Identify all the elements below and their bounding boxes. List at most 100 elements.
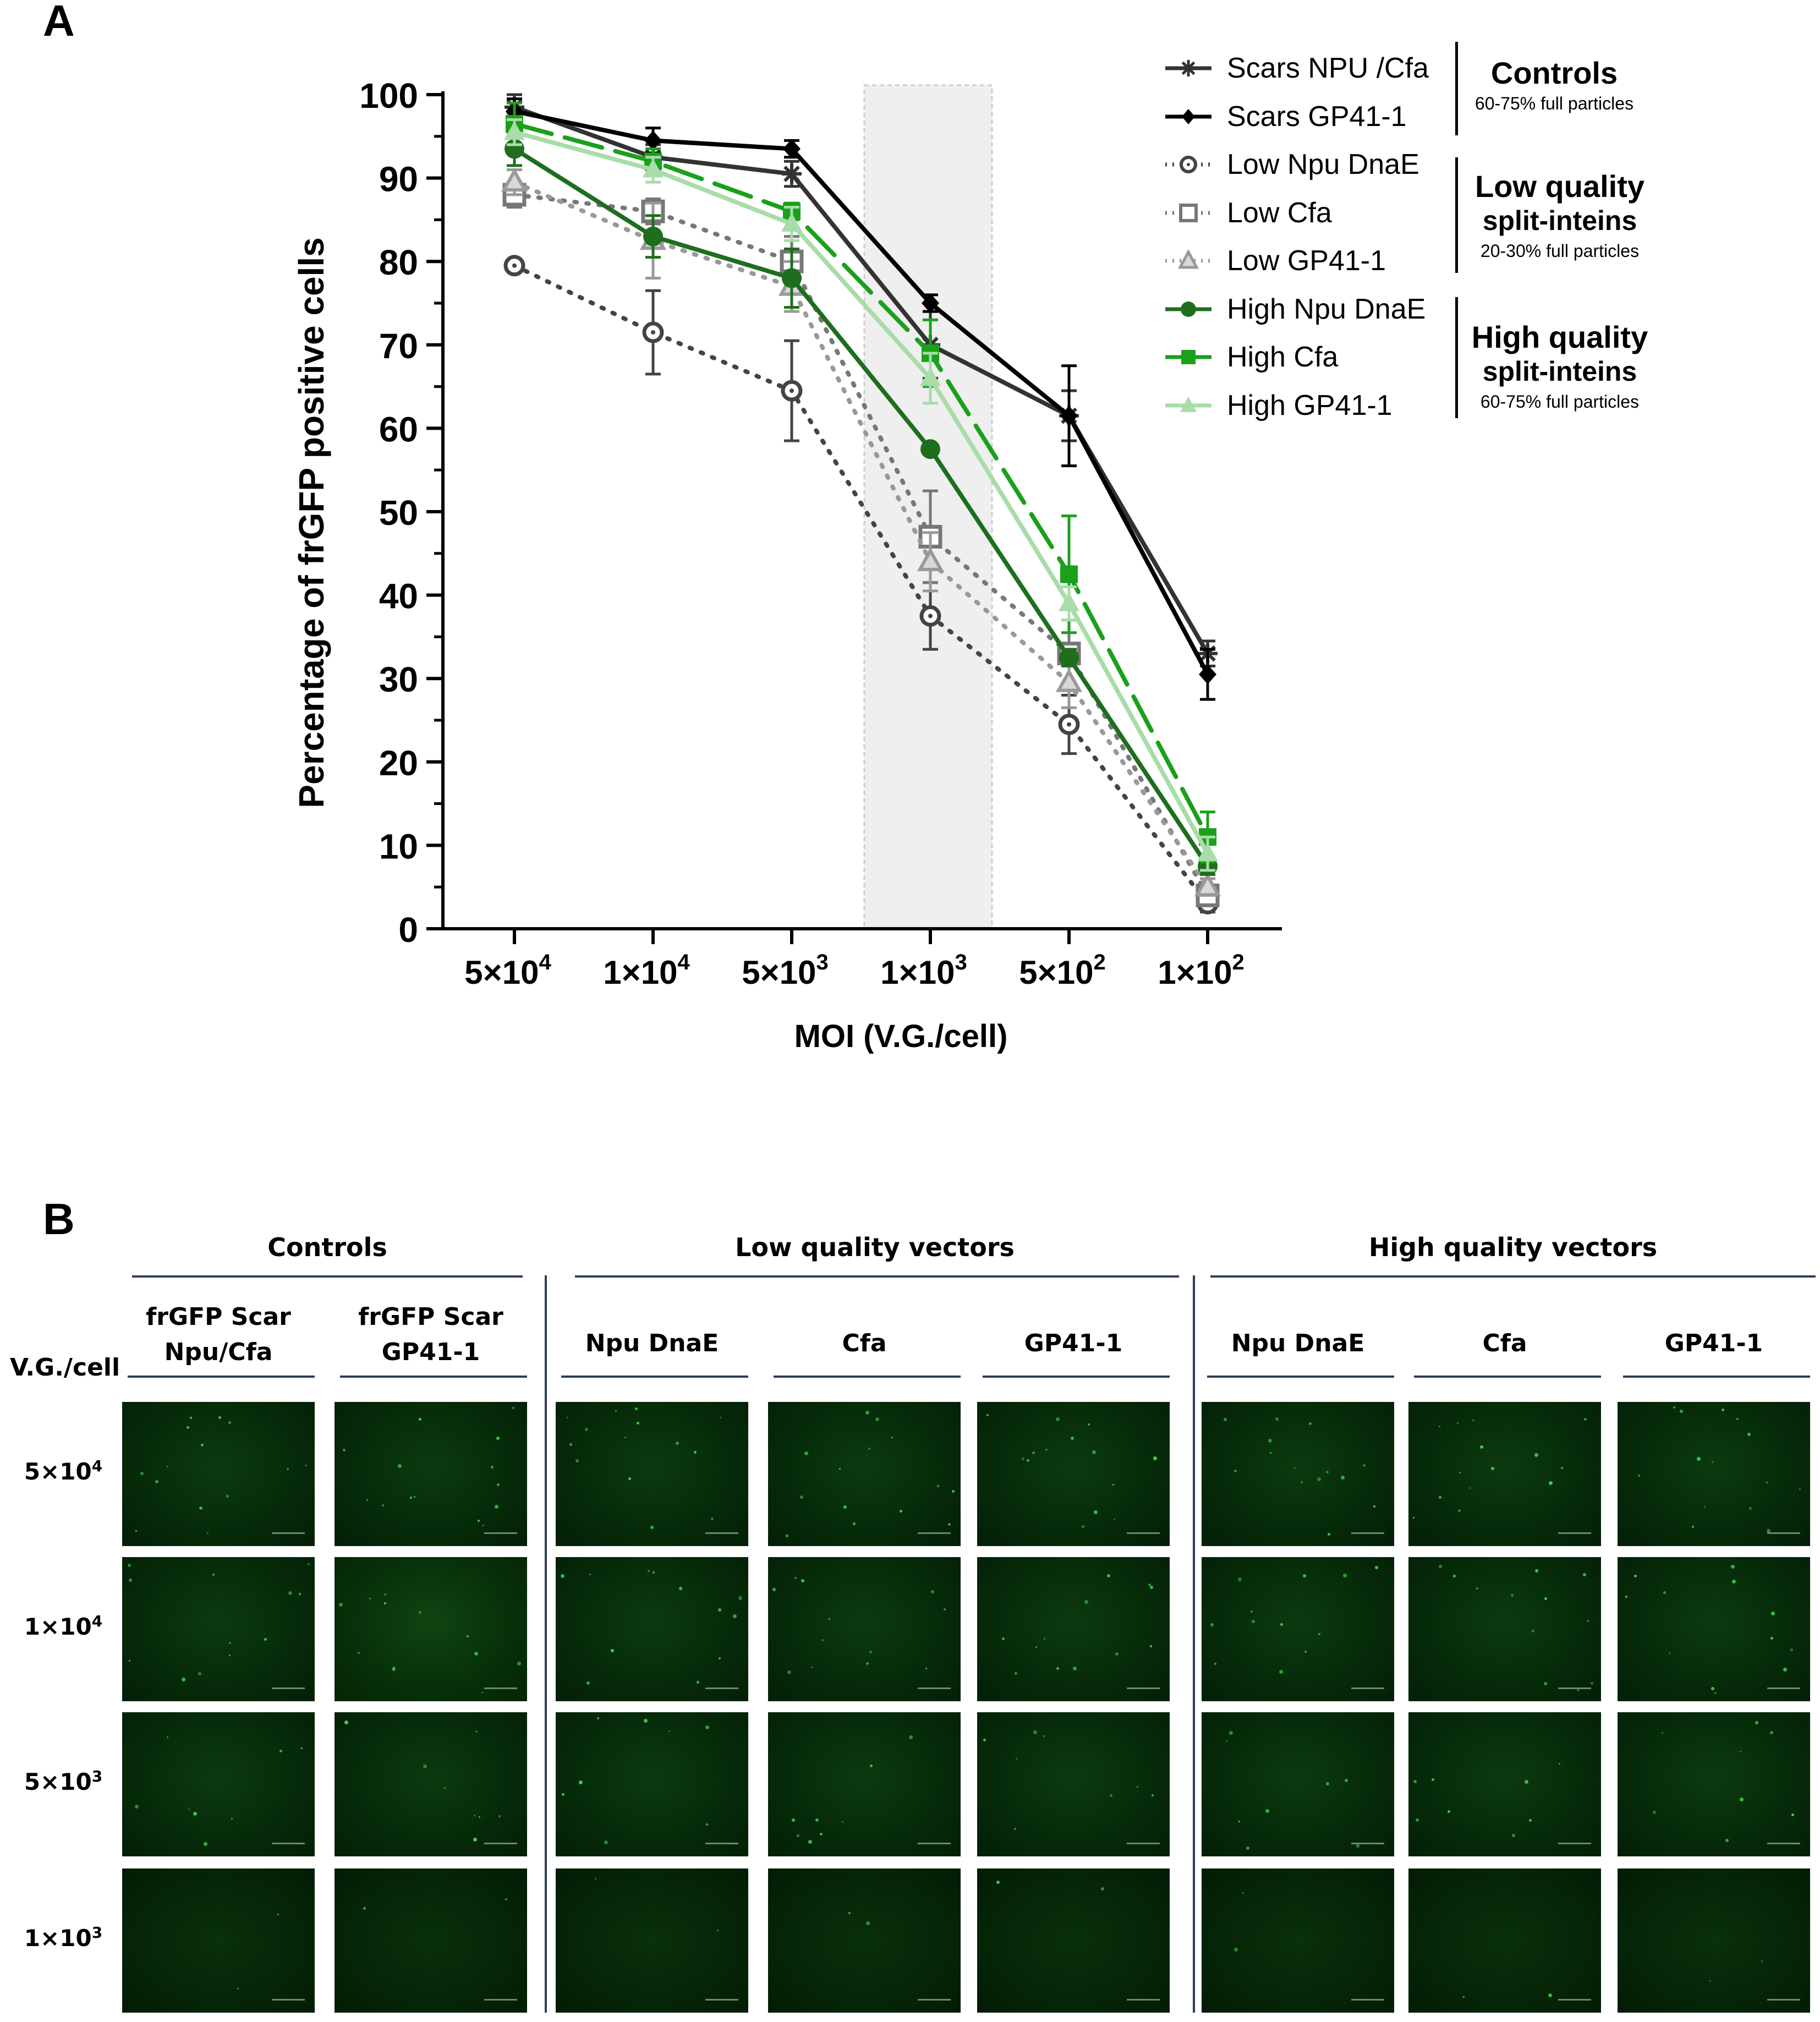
fluorescent-cell [498,1815,501,1817]
fluorescent-cell [1732,1580,1736,1583]
fluorescent-cell [866,1921,870,1925]
fluorescent-cell [1115,1652,1119,1656]
scale-bar [1351,1999,1384,2001]
fluorescent-cell [212,1574,215,1576]
fluorescent-cell [808,1840,812,1844]
fluorescent-cell [983,1739,986,1741]
row-label: 1×104 [17,1612,110,1640]
micrograph-tile [122,1868,315,2013]
fluorescent-cell [384,1602,386,1604]
fluorescent-cell [1035,1646,1037,1648]
fluorescent-cell [801,1579,804,1582]
series-line-7 [512,130,1210,856]
fluorescent-cell [167,1466,168,1467]
micrograph-tile [977,1557,1170,1701]
panel-b-label: B [43,1194,75,1243]
data-point [1060,565,1078,583]
legend-label: High Npu DnaE [1227,293,1426,325]
scale-bar [1558,1532,1591,1534]
fluorescent-cell [820,1833,823,1835]
legend-item: Scars GP41-1 [1161,95,1407,139]
fluorescent-cell [866,1662,869,1665]
fluorescent-cell [1356,1844,1359,1848]
fluorescent-cell [615,1410,617,1412]
fluorescent-cell [1480,1445,1483,1449]
fluorescent-cell [1309,1422,1312,1425]
fluorescent-cell [1697,1457,1701,1461]
scale-bar [1558,1999,1591,2001]
fluorescent-cell [909,1735,913,1739]
fluorescent-cell [1275,1417,1279,1421]
fluorescent-cell [1525,1780,1528,1784]
data-point [1199,664,1216,684]
fluorescent-cell [229,1654,231,1656]
data-point-center [790,388,794,393]
fluorescent-cell [1363,1464,1366,1467]
fluorescent-cell [1317,1477,1321,1481]
micrograph-tile [556,1402,748,1546]
fluorescent-cell [1252,1620,1255,1623]
fluorescent-cell [1439,1565,1442,1568]
fluorescent-cell [198,1672,201,1675]
fluorescent-cell [1238,1821,1240,1822]
micrograph-tile [977,1712,1170,1856]
fluorescent-cell [167,1736,168,1738]
fluorescent-cell [1304,1651,1307,1653]
fluorescent-cell [366,1499,368,1501]
fluorescent-cell [1459,1472,1461,1473]
micrograph-tile [122,1402,315,1546]
fluorescent-cell [1548,1993,1552,1997]
scale-bar [918,1999,951,2001]
legend-marker [1181,61,1196,75]
fluorescent-cell [1251,1610,1253,1613]
fluorescent-cell [1584,1418,1587,1421]
fluorescent-cell [423,1765,427,1768]
scale-bar [1127,1999,1160,2001]
fluorescent-cell [848,1912,851,1914]
fluorescent-cell [1279,1670,1283,1674]
fluorescent-cell [1736,1418,1739,1420]
fluorescent-cell [567,1417,568,1418]
fluorescent-cell [1114,1519,1115,1520]
legend-marker [1177,249,1199,269]
fluorescent-cell [410,1497,412,1499]
fluorescent-cell [839,1468,841,1470]
legend-label: Scars NPU /Cfa [1227,52,1429,84]
fluorescent-cell [821,1639,824,1641]
fluorescent-cell [1014,1828,1016,1830]
fluorescent-cell [288,1591,292,1595]
fluorescent-cell [586,1681,590,1685]
fluorescent-cell [1761,1960,1763,1962]
fluorescent-cell [1625,1596,1627,1598]
fluorescent-cell [1740,1751,1741,1752]
legend-bracket-controls [1455,42,1458,135]
fluorescent-cell [1270,1452,1271,1454]
scale-bar [272,1532,305,1534]
fluorescent-cell [931,1590,934,1593]
fluorescent-cell [944,1608,946,1610]
fluorescent-cell [1084,1600,1088,1604]
fluorescent-cell [155,1480,158,1483]
y-axis-label: Percentage of frGFP positive cells [292,237,331,808]
fluorescent-cell [1432,1778,1434,1781]
data-point [920,367,941,386]
fluorescent-cell [287,1468,289,1470]
micrograph-tile [768,1402,961,1546]
x-tick-label: 5×104 [464,950,551,991]
fluorescent-cell [1577,1689,1580,1691]
column-header-line: frGFP Scar [146,1303,291,1331]
fluorescent-cell [569,1443,572,1446]
fluorescent-cell [277,1914,279,1915]
scale-bar [1558,1687,1591,1689]
micro-group-controls: Controls [267,1232,387,1262]
data-point-center [651,330,655,335]
scale-bar [1351,1843,1384,1844]
fluorescent-cell [363,1907,366,1910]
y-tick-label: 100 [359,76,418,116]
fluorescent-cell [1107,1574,1110,1577]
fluorescent-cell [794,1577,797,1579]
scale-bar [918,1843,951,1844]
fluorescent-cell [1439,1426,1440,1427]
fluorescent-cell [804,1451,808,1455]
fluorescent-cell [1092,1450,1096,1454]
